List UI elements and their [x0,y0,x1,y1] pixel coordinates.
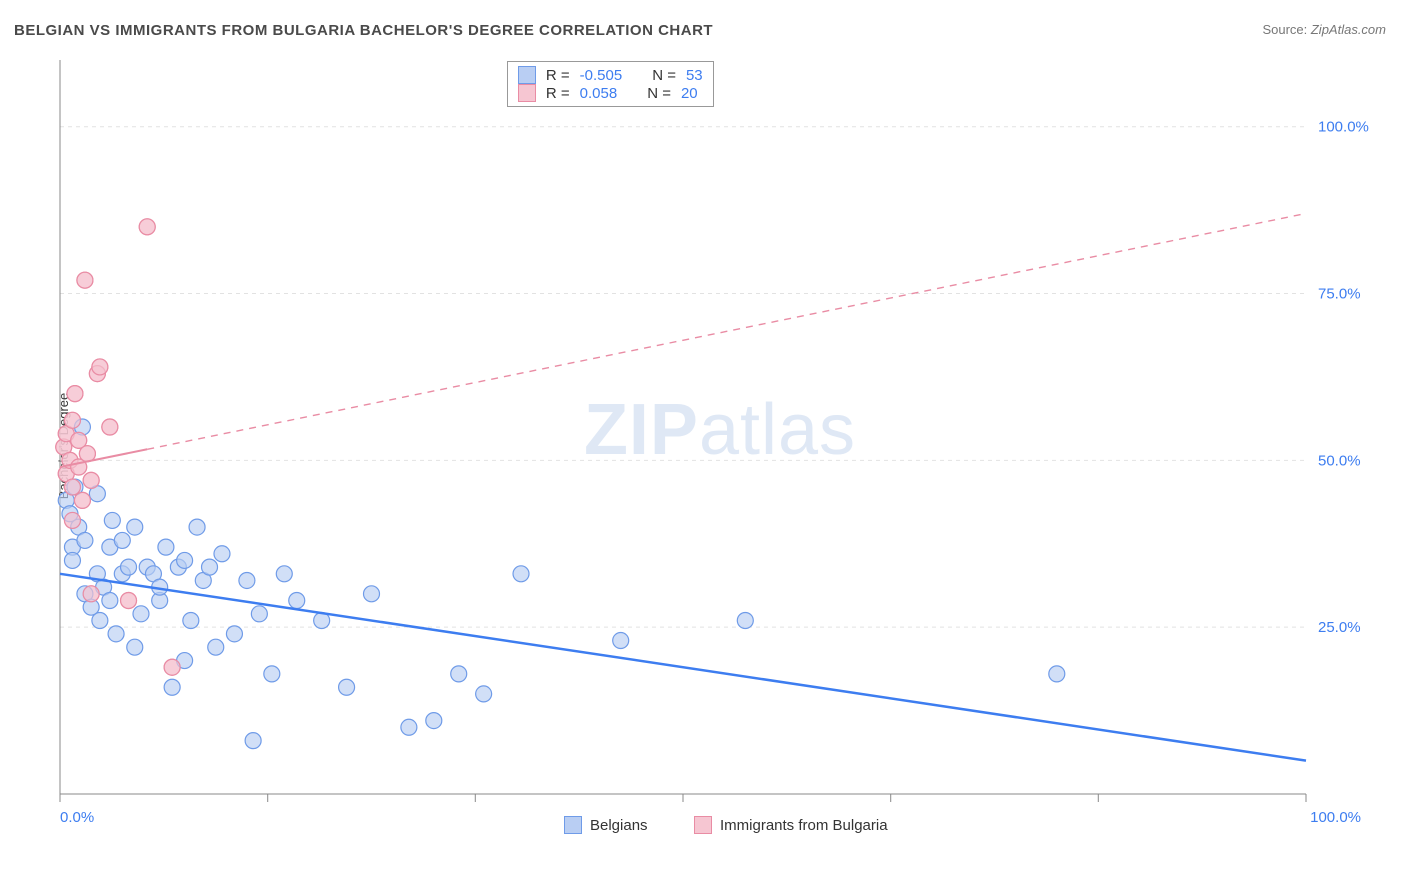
r-label: R = [546,67,570,84]
legend-label-belgians: Belgians [590,817,648,834]
chart-title: BELGIAN VS IMMIGRANTS FROM BULGARIA BACH… [14,22,713,39]
source-label: Source: [1262,22,1310,37]
svg-text:50.0%: 50.0% [1318,452,1361,469]
chart-container: BELGIAN VS IMMIGRANTS FROM BULGARIA BACH… [0,0,1406,892]
bottom-legend-bulgaria: Immigrants from Bulgaria [694,816,888,834]
correlation-legend: R = -0.505 N = 53 R = 0.058 N = 20 [507,61,714,107]
legend-row-belgians: R = -0.505 N = 53 [518,66,703,84]
legend-row-bulgaria: R = 0.058 N = 20 [518,84,703,102]
swatch-bulgaria-icon [694,816,712,834]
svg-text:25.0%: 25.0% [1318,619,1361,636]
swatch-belgians [518,66,536,84]
r-label: R = [546,85,570,102]
swatch-belgians-icon [564,816,582,834]
svg-text:0.0%: 0.0% [60,809,94,826]
scatter-chart: 25.0% 50.0% 75.0% 100.0% 0.0% 100.0% [54,56,1386,836]
source-value: ZipAtlas.com [1311,22,1386,37]
r-value-belgians: -0.505 [580,67,623,84]
n-label: N = [647,85,671,102]
svg-text:100.0%: 100.0% [1318,119,1369,136]
r-value-bulgaria: 0.058 [580,85,618,102]
bottom-legend-belgians: Belgians [564,816,648,834]
svg-text:75.0%: 75.0% [1318,286,1361,303]
source-attribution: Source: ZipAtlas.com [1262,22,1386,37]
n-value-bulgaria: 20 [681,85,698,102]
legend-label-bulgaria: Immigrants from Bulgaria [720,817,888,834]
n-label: N = [652,67,676,84]
n-value-belgians: 53 [686,67,703,84]
plot-area: 25.0%50.0%75.0%100.0%0.0%100.0% ZIPatlas… [54,56,1386,836]
swatch-bulgaria [518,84,536,102]
svg-text:100.0%: 100.0% [1310,809,1361,826]
